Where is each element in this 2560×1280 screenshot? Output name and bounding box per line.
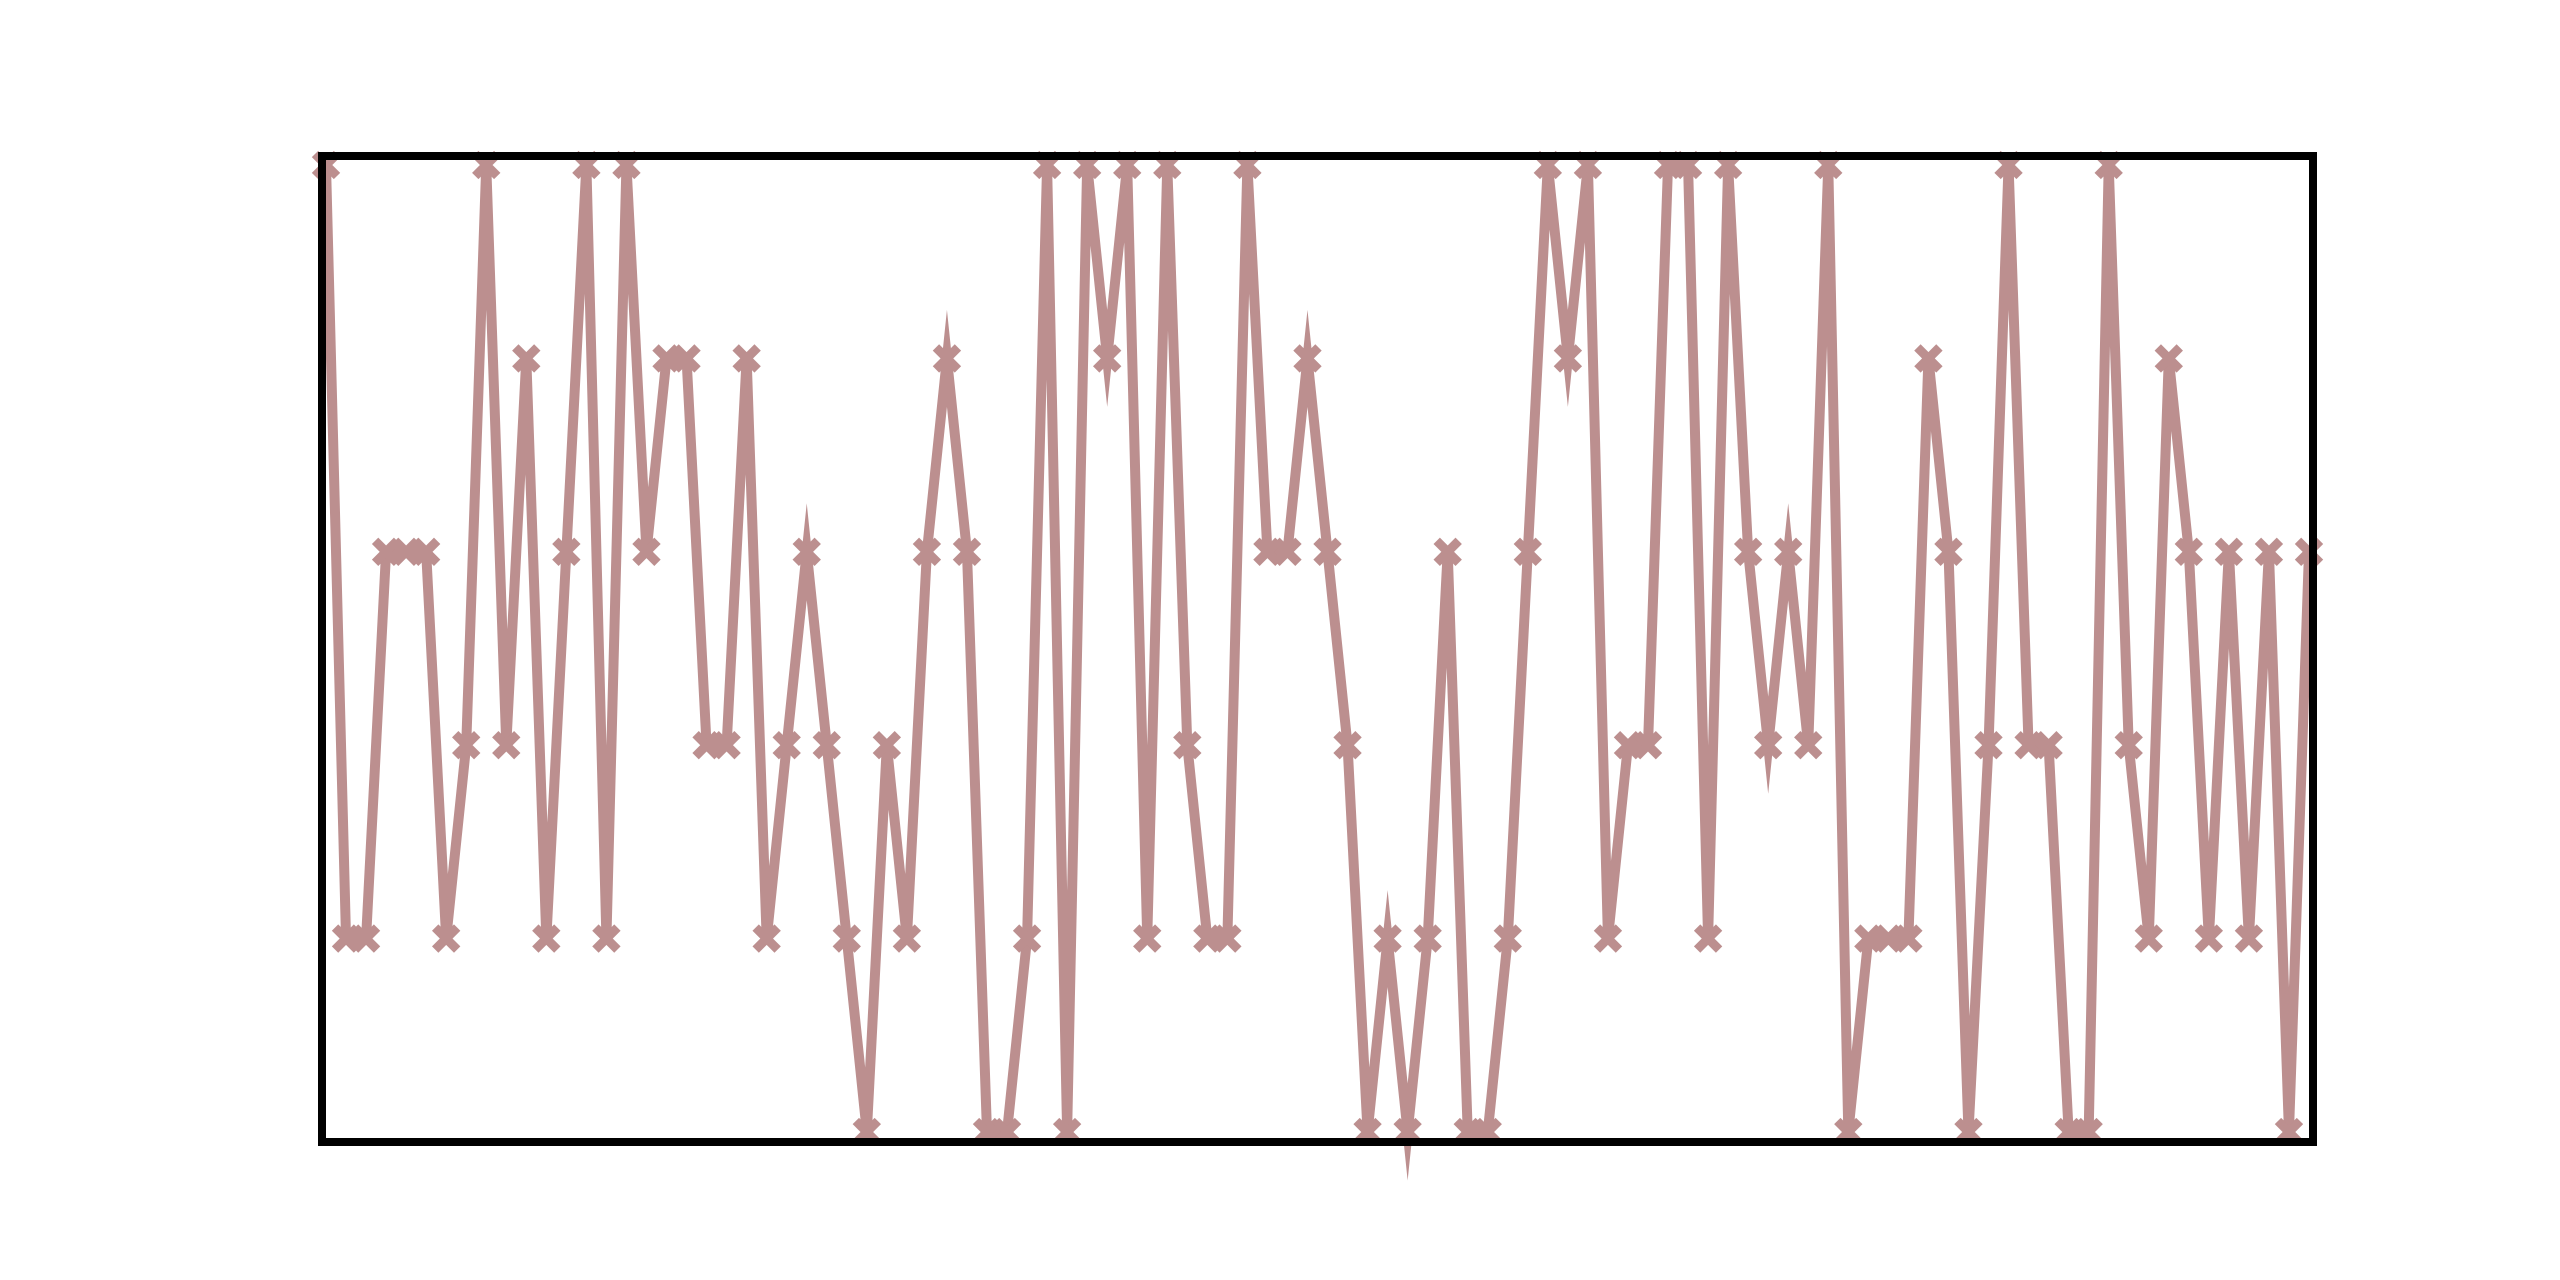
data-point (752, 924, 781, 953)
data-point (532, 924, 561, 953)
data-point (1293, 344, 1322, 373)
data-point (1513, 537, 1543, 566)
data-point (1173, 731, 1202, 760)
data-point (632, 537, 661, 566)
data-point (1974, 731, 2003, 760)
data-point (1333, 731, 1362, 760)
series-line (321, 160, 2314, 1181)
data-point (592, 924, 621, 953)
data-point (1693, 924, 1723, 953)
data-point (1092, 344, 1122, 373)
plot-frame (318, 152, 2317, 1146)
data-point (2174, 537, 2204, 566)
data-point (792, 537, 821, 566)
data-point (772, 731, 801, 760)
data-point (492, 731, 521, 760)
data-point (832, 924, 861, 953)
data-point (1413, 924, 1442, 953)
data-point (411, 537, 441, 566)
data-point (892, 924, 922, 953)
data-point (1894, 924, 1923, 953)
data-point (912, 537, 942, 566)
data-point (1012, 924, 1042, 953)
data-point (351, 924, 381, 953)
data-point (1373, 924, 1402, 953)
data-point (1493, 924, 1522, 953)
data-point (2114, 731, 2143, 760)
data-point (2154, 344, 2183, 373)
data-point (1733, 537, 1763, 566)
data-point (672, 344, 701, 373)
data-point (452, 731, 481, 760)
data-point (2134, 924, 2163, 953)
data-point (1794, 731, 1823, 760)
data-point (1753, 731, 1783, 760)
data-point (2034, 731, 2063, 760)
data-point (1433, 537, 1462, 566)
data-point (952, 537, 982, 566)
data-point (1934, 537, 1963, 566)
data-point (1273, 537, 1302, 566)
data-point (1213, 924, 1242, 953)
data-point (552, 537, 581, 566)
data-point (2254, 537, 2284, 566)
data-point (732, 344, 761, 373)
data-point (872, 731, 902, 760)
series-layer (311, 150, 2324, 1181)
data-point (2194, 924, 2224, 953)
data-point (812, 731, 841, 760)
data-point (712, 731, 741, 760)
data-point (1593, 924, 1623, 953)
data-point (1914, 344, 1943, 373)
data-point (512, 344, 541, 373)
data-point (432, 924, 461, 953)
data-point (1774, 537, 1803, 566)
data-point (2214, 537, 2244, 566)
data-point (1313, 537, 1342, 566)
data-point (1633, 731, 1663, 760)
data-point (1133, 924, 1162, 953)
data-point (1553, 344, 1583, 373)
data-point (932, 344, 962, 373)
data-point (2234, 924, 2264, 953)
